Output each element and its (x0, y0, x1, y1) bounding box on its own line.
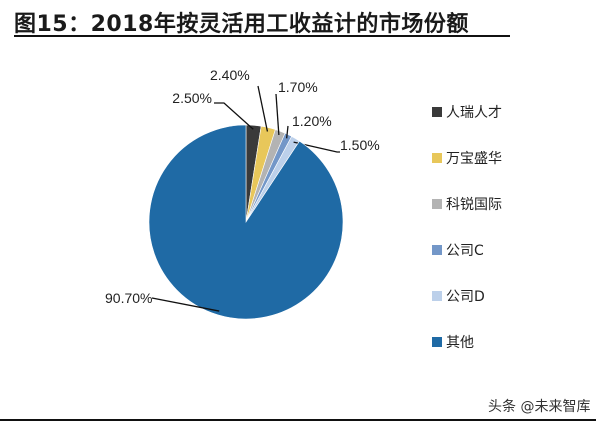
legend-label: 人瑞人才 (446, 105, 502, 121)
legend-label: 科锐国际 (446, 197, 502, 213)
legend-label: 万宝盛华 (446, 151, 502, 167)
leader-line (293, 141, 340, 153)
legend-swatch (432, 107, 442, 117)
legend-label: 公司D (446, 289, 485, 305)
leader-line (214, 102, 254, 130)
leader-line (275, 93, 280, 136)
leader-line (286, 125, 289, 139)
data-label: 2.40% (210, 67, 250, 83)
legend-swatch (432, 245, 442, 255)
title-divider (14, 35, 510, 37)
watermark: 头条 @未来智库 (488, 399, 591, 415)
legend-swatch (432, 153, 442, 163)
legend-swatch (432, 337, 442, 347)
legend-swatch (432, 199, 442, 209)
legend-swatch (432, 291, 442, 301)
data-label: 1.70% (278, 79, 318, 95)
leader-line (257, 85, 269, 132)
data-label: 2.50% (172, 90, 212, 106)
bottom-divider (0, 419, 596, 421)
pie-slice (148, 124, 344, 320)
data-label: 1.50% (340, 137, 380, 153)
data-label: 90.70% (105, 290, 152, 306)
figure-title: 图15：2018年按灵活用工收益计的市场份额 (14, 12, 469, 37)
leader-line (151, 297, 220, 312)
legend-label: 公司C (446, 243, 484, 259)
data-label: 1.20% (292, 113, 332, 129)
legend-label: 其他 (446, 335, 474, 351)
